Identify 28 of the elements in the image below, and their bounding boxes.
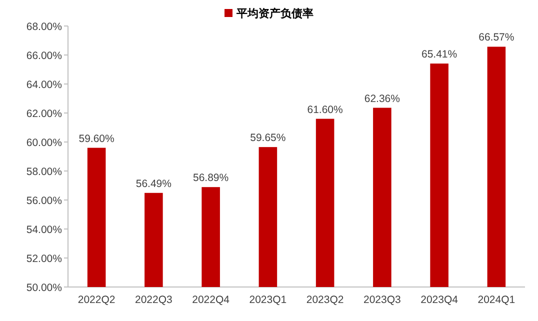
- y-tick-label: 52.00%: [26, 253, 62, 265]
- data-label: 66.57%: [478, 32, 514, 44]
- data-label: 61.60%: [307, 104, 343, 116]
- y-tick-label: 56.00%: [26, 195, 62, 207]
- legend: 平均资产负债率: [224, 8, 314, 20]
- x-tick-label: 2024Q1: [478, 294, 516, 306]
- data-label: 62.36%: [364, 92, 400, 105]
- x-tick-label: 2023Q4: [420, 294, 458, 306]
- y-tick-label: 50.00%: [26, 282, 62, 294]
- x-tick-label: 2022Q3: [135, 294, 173, 306]
- y-tick-label: 60.00%: [26, 137, 62, 149]
- y-tick-label: 54.00%: [26, 224, 62, 236]
- y-tick-label: 64.00%: [26, 79, 62, 91]
- legend-label: 平均资产负债率: [236, 7, 314, 20]
- data-label: 56.49%: [136, 178, 172, 190]
- y-tick-label: 58.00%: [26, 166, 62, 178]
- x-tick-label: 2022Q4: [192, 294, 230, 306]
- y-tick-label: 66.00%: [26, 50, 62, 62]
- y-tick-label: 68.00%: [26, 21, 62, 33]
- x-tick-label: 2023Q1: [249, 294, 287, 306]
- x-tick-label: 2022Q2: [78, 294, 116, 306]
- x-tick-label: 2023Q3: [364, 294, 402, 306]
- data-label: 65.41%: [422, 48, 458, 61]
- data-label: 56.89%: [193, 172, 229, 184]
- data-label: 59.60%: [78, 132, 114, 145]
- x-tick-label: 2023Q2: [306, 294, 344, 306]
- data-label: 59.65%: [250, 132, 286, 144]
- y-tick-label: 62.00%: [26, 108, 62, 120]
